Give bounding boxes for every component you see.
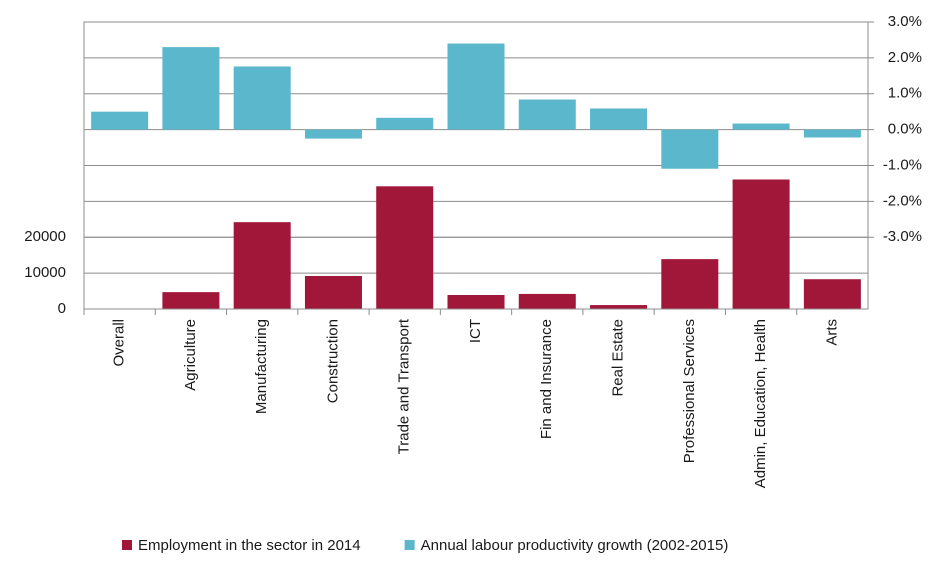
legend-swatch [122, 540, 132, 550]
bar [518, 293, 576, 309]
x-tick-label: Manufacturing [253, 319, 270, 414]
bar [590, 108, 648, 130]
y2-tick-label: 0.0% [888, 121, 922, 138]
bar [376, 117, 434, 130]
x-tick-label: Arts [823, 319, 840, 346]
bar [661, 129, 719, 169]
bar [376, 186, 434, 309]
bar [91, 111, 149, 130]
bar [803, 279, 861, 309]
x-tick-label: Construction [324, 319, 341, 403]
bar [304, 129, 362, 139]
x-tick-label: Fin and Insurance [538, 319, 555, 439]
y2-tick-label: 3.0% [888, 13, 922, 30]
y2-tick-label: 1.0% [888, 85, 922, 102]
y2-tick-label: -2.0% [883, 192, 922, 209]
bar [447, 295, 505, 309]
y-tick-label: 20000 [24, 228, 66, 245]
legend-swatch [404, 540, 415, 550]
bar [518, 99, 576, 130]
bar [732, 179, 790, 309]
bar [661, 259, 719, 309]
y2-tick-label: 2.0% [888, 49, 922, 66]
x-tick-label: Admin, Education, Health [752, 319, 769, 488]
x-tick-label: Trade and Transport [396, 318, 413, 454]
bar [233, 222, 291, 309]
bar [304, 275, 362, 309]
x-tick-label: Real Estate [610, 319, 627, 397]
x-tick-label: Agriculture [182, 319, 199, 391]
x-tick-label: ICT [467, 319, 484, 343]
x-tick-label: Professional Services [681, 319, 698, 463]
x-tick-label: Overall [111, 319, 128, 367]
y-tick-label: 10000 [24, 264, 66, 281]
bar [162, 47, 220, 130]
y2-tick-label: -1.0% [883, 156, 922, 173]
bar [803, 129, 861, 138]
bar [590, 305, 648, 309]
y-tick-label: 0 [58, 300, 66, 317]
legend-label: Employment in the sector in 2014 [138, 537, 361, 554]
bar [447, 43, 505, 130]
y2-tick-label: -3.0% [883, 228, 922, 245]
legend-label: Annual labour productivity growth (2002-… [421, 537, 729, 554]
bar [233, 66, 291, 130]
bar [732, 123, 790, 130]
bar [162, 292, 220, 309]
